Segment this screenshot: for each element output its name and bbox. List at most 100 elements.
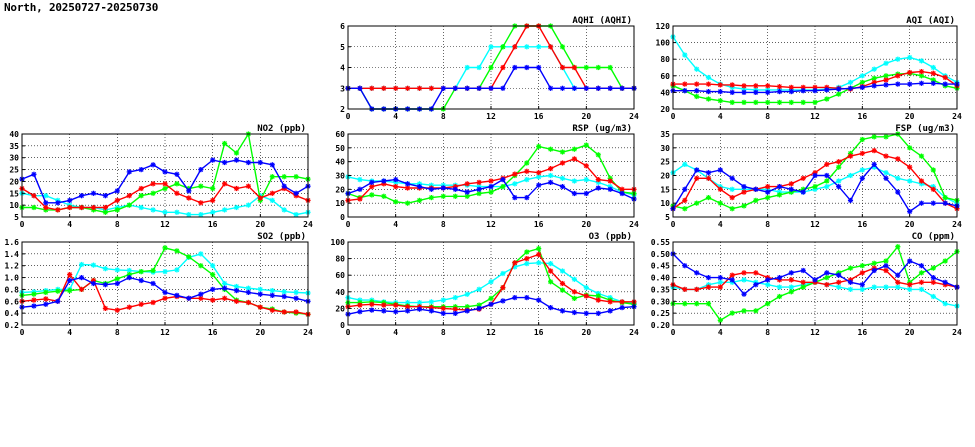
data-point [222,285,228,291]
data-point [859,263,865,269]
data-point [357,196,363,202]
x-tick-label: 4 [718,112,723,121]
data-point [548,260,554,267]
data-point [942,301,948,307]
y-tick-label: 15 [660,185,670,194]
x-tick-label: 8 [765,220,770,229]
data-point [416,306,423,312]
data-point [583,163,589,169]
y-tick-label: 30 [660,144,670,153]
data-point [895,279,901,285]
data-point [559,149,566,155]
data-point [536,260,542,266]
data-point [126,202,132,208]
data-point [512,194,518,201]
data-point [836,159,842,165]
data-point [918,279,925,285]
data-point [741,99,747,106]
data-point [512,260,518,266]
data-point [836,91,842,97]
chart-title: RSP (ug/m3) [572,124,632,134]
data-point [918,200,925,206]
x-tick-label: 0 [346,328,351,337]
y-tick-label: 10 [335,199,345,208]
data-point [776,293,783,300]
data-point [464,181,470,187]
data-point [705,175,712,181]
y-tick-label: 80 [660,55,670,64]
data-point [694,93,700,100]
data-point [942,258,948,264]
data-point [536,64,542,71]
data-point [836,86,842,92]
y-tick-label: 0.2 [5,321,20,330]
data-point [257,159,263,166]
y-tick-label: 5 [340,43,345,52]
series-4 [670,251,960,297]
data-point [357,85,363,91]
gridlines [21,133,309,218]
data-point [824,178,830,184]
data-point [705,74,712,81]
data-point [126,193,132,199]
data-point [476,286,482,292]
data-point [942,279,948,285]
data-point [150,207,156,213]
data-point [440,305,446,312]
data-point [114,276,120,282]
data-point [488,301,494,307]
data-point [729,206,735,212]
data-point [753,308,759,314]
y-tick-label: 0.4 [5,309,20,318]
data-point [741,83,747,89]
y-tick-label: 120 [656,22,671,31]
data-point [150,299,156,306]
y-tick-label: 60 [335,271,345,280]
data-point [186,188,192,194]
data-point [174,209,180,215]
data-point [357,309,363,315]
data-point [126,304,132,310]
data-point [559,44,566,50]
data-point [765,301,771,307]
data-point [162,289,168,296]
data-point [871,284,877,290]
data-point [847,197,854,204]
data-point [500,176,506,183]
data-point [174,181,180,187]
y-tick-label: 0.40 [651,274,670,283]
data-point [512,181,518,187]
data-point [126,274,132,281]
data-point [55,200,61,206]
data-point [174,248,180,254]
data-point [293,295,299,301]
data-point [536,297,542,303]
data-point [524,256,530,262]
data-point [883,134,889,140]
gridlines [672,25,958,110]
data-point [694,88,700,94]
data-point [198,295,204,301]
data-point [78,204,85,211]
data-point [729,175,735,181]
data-point [102,209,109,215]
data-point [174,171,180,177]
x-tick-label: 0 [346,112,351,121]
y-tick-label: 35 [9,142,19,151]
data-point [717,98,723,104]
x-tick-label: 8 [115,220,120,229]
data-point [753,197,759,204]
data-point [559,64,566,71]
data-point [682,286,688,293]
data-point [245,183,251,189]
data-point [824,161,830,168]
data-point [859,282,865,288]
data-point [607,186,613,192]
data-point [729,310,735,316]
data-point [293,211,299,218]
data-point [452,193,458,199]
series-4 [670,161,960,215]
chart-title: FSP (ug/m3) [895,124,955,134]
y-tick-label: 25 [9,166,19,175]
data-point [559,287,566,293]
